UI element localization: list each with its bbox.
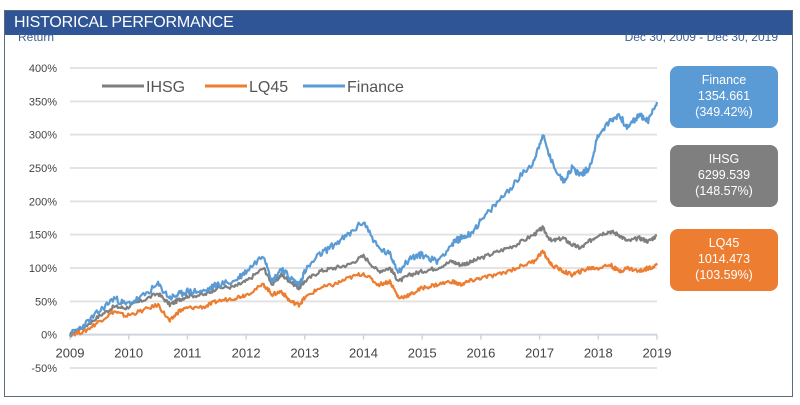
y-tick-label: 200%	[29, 196, 57, 208]
card-value: 1354.661	[697, 89, 751, 103]
card-name: Finance	[701, 73, 747, 87]
legend-label-finance: Finance	[347, 79, 404, 96]
finance-card: Finance 1354.661 (349.42%)	[670, 66, 778, 128]
x-tick-label: 2009	[56, 346, 85, 361]
card-value: 6299.539	[697, 168, 751, 182]
series-line-ihsg	[69, 225, 658, 336]
y-tick-label: -50%	[31, 363, 57, 375]
panel-header: HISTORICAL PERFORMANCE	[5, 11, 792, 35]
x-tick-label: 2011	[173, 346, 201, 361]
panel-title: HISTORICAL PERFORMANCE	[14, 14, 234, 31]
x-tick-label: 2010	[114, 346, 143, 361]
y-tick-label: 400%	[29, 63, 57, 75]
x-tick-label: 2018	[584, 346, 613, 361]
card-pct: (148.57%)	[695, 184, 753, 198]
x-tick-label: 2015	[408, 346, 437, 361]
chart-panel: HISTORICAL PERFORMANCE	[4, 10, 793, 397]
x-tick-label: 2013	[290, 346, 319, 361]
card-name: IHSG	[708, 152, 740, 166]
y-tick-label: 50%	[35, 296, 57, 308]
card-pct: (349.42%)	[695, 105, 753, 119]
date-range-label: Dec 30, 2009 - Dec 30, 2019	[624, 30, 778, 44]
y-tick-label: 100%	[29, 263, 57, 275]
y-axis-title: Return	[18, 30, 55, 44]
legend-label-ihsg: IHSG	[146, 79, 185, 96]
ihsg-card: IHSG 6299.539 (148.57%)	[670, 145, 778, 207]
x-tick-label: 2016	[466, 346, 495, 361]
y-tick-label: 250%	[29, 163, 57, 175]
card-value: 1014.473	[697, 252, 751, 266]
x-tick-label: 2014	[349, 346, 378, 361]
series-line-lq45	[69, 249, 658, 338]
x-tick-label: 2012	[232, 346, 261, 361]
lq45-card: LQ45 1014.473 (103.59%)	[670, 229, 778, 291]
legend-label-lq45: LQ45	[249, 79, 288, 96]
card-pct: (103.59%)	[695, 268, 753, 282]
y-tick-label: 300%	[29, 130, 57, 142]
x-tick-label: 2019	[643, 346, 672, 361]
y-tick-label: 0%	[41, 330, 57, 342]
x-tick-label: 2017	[525, 346, 554, 361]
card-name: LQ45	[708, 236, 740, 250]
y-tick-label: 350%	[29, 96, 57, 108]
y-tick-label: 150%	[29, 230, 57, 242]
series-line-finance	[69, 101, 659, 338]
